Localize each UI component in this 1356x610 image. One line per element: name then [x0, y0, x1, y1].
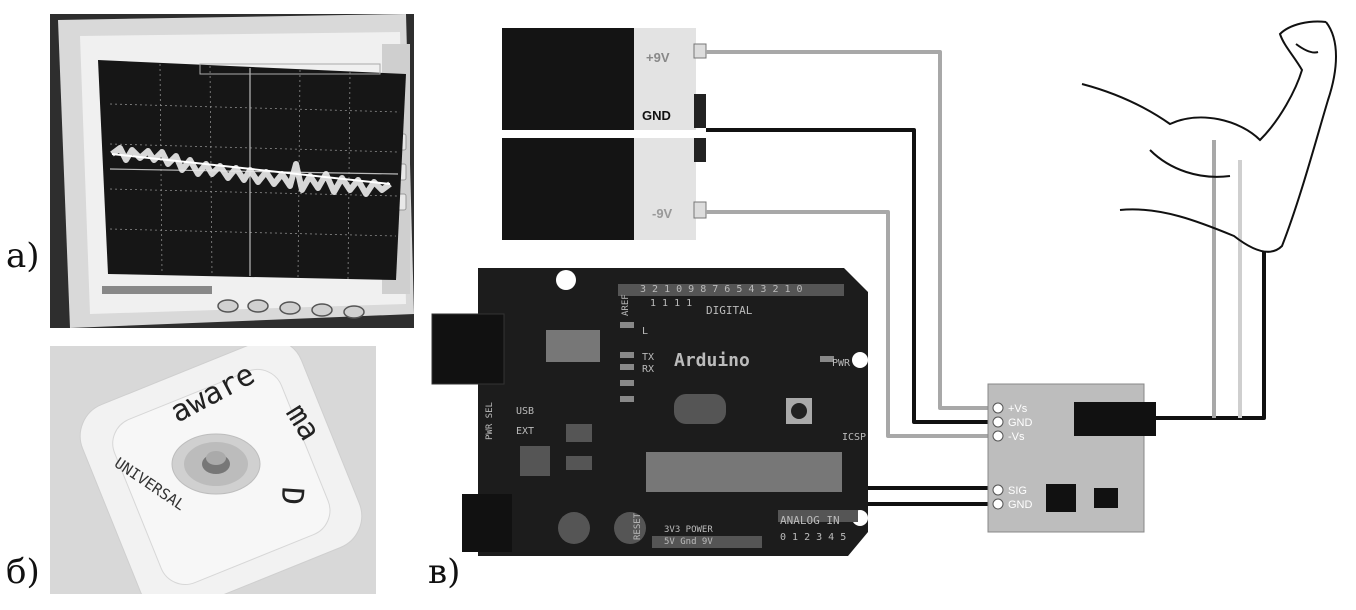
arduino-pwr-sel-label: PWR SEL	[485, 402, 495, 440]
wire-minus-vs	[706, 210, 998, 438]
arduino-power-row: 3V3 POWER	[664, 525, 713, 535]
wire-gnd	[706, 128, 998, 424]
electrode-tail: D	[273, 486, 309, 506]
arduino-icsp-label: ICSP	[842, 432, 866, 443]
arduino-aref-label: AREF	[621, 294, 631, 316]
sensor-pin-gnd-1: GND	[1008, 417, 1033, 429]
arduino-digital-pins: 3 2 1 0 9 8 7 6 5 4 3 2 1 0	[640, 284, 803, 295]
arduino-pwr-label: PWR	[832, 358, 851, 369]
arduino-analog-pins: 0 1 2 3 4 5	[780, 532, 846, 543]
oscilloscope-photo	[50, 14, 414, 328]
sensor-pin-gnd-2: GND	[1008, 499, 1033, 511]
arduino-digital-label: DIGITAL	[706, 304, 753, 317]
arduino-name: Arduino	[674, 350, 750, 371]
arduino-usb-label: USB	[516, 406, 534, 417]
panel-a-label: а)	[6, 236, 40, 276]
emg-sensor-board: +Vs GND -Vs SIG GND	[987, 383, 1156, 533]
scope-screen	[98, 60, 406, 280]
wire-plus-vs	[706, 50, 998, 410]
battery-2-minus-label: -9V	[652, 206, 673, 221]
sensor-pin-minus-vs: -Vs	[1008, 431, 1025, 443]
sensor-pin-plus-vs: +Vs	[1008, 403, 1028, 415]
arduino-rx-label: RX	[642, 364, 654, 375]
flexed-arm-drawing	[1081, 20, 1337, 253]
arduino-digital-pins-sub: 1 1 1 1	[650, 298, 692, 309]
battery-1-gnd-label: GND	[642, 108, 671, 123]
panel-b-label: б)	[6, 552, 40, 592]
battery-1: +9V GND	[502, 28, 707, 130]
circuit-diagram: +9V GND -9V	[431, 20, 1337, 556]
battery-1-plus-label: +9V	[646, 50, 670, 65]
arduino-power-sub: 5V Gnd 9V	[664, 537, 713, 547]
arduino-analog-label: ANALOG IN	[780, 514, 840, 527]
battery-2: -9V	[502, 138, 707, 240]
sensor-pin-sig: SIG	[1008, 485, 1027, 497]
wire-electrode-dark	[1156, 252, 1266, 420]
arduino-l-label: L	[642, 326, 648, 337]
arduino-ext-label: EXT	[516, 426, 534, 437]
arduino-reset-label: RESET	[633, 512, 643, 540]
electrode-photo: aware ma D UNIVERSAL	[50, 346, 376, 594]
arduino-board: Arduino DIGITAL 3 2 1 0 9 8 7 6 5 4 3 2 …	[431, 268, 868, 556]
panel-c-label: в)	[428, 552, 461, 592]
arduino-tx-label: TX	[642, 352, 654, 363]
